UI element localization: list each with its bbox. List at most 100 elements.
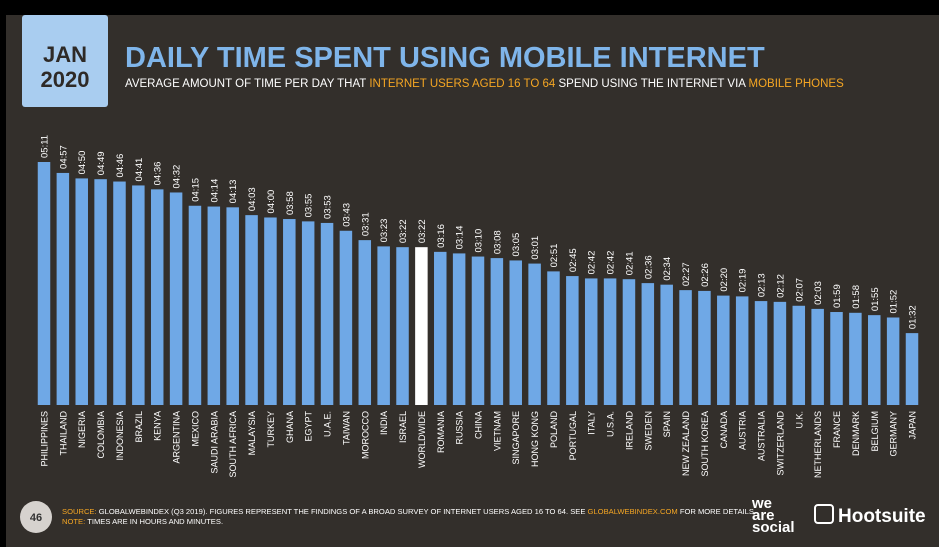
bar [150,189,164,405]
bar [56,172,70,405]
value-label: 02:19 [738,269,749,293]
category-label: TURKEY [266,411,276,448]
value-label: 01:55 [870,287,881,311]
category-label: INDONESIA [115,411,125,461]
bar [245,215,258,405]
value-label: 02:42 [606,251,617,275]
logo-are: are [752,507,775,524]
bar [132,185,145,405]
bar [37,162,51,405]
bar [754,301,768,405]
bar [735,296,749,405]
page-badge [20,501,52,533]
subtitle-part: AVERAGE AMOUNT OF TIME PER DAY THAT [125,78,369,90]
source-part: FOR MORE DETAILS. [678,507,756,516]
value-label: 01:58 [851,285,862,309]
value-label: 03:53 [323,195,334,219]
bar [358,240,372,405]
bar [811,308,824,405]
value-label: 03:08 [492,230,503,254]
value-label: 03:01 [530,236,541,260]
value-label: 03:22 [417,219,428,243]
category-label: PORTUGAL [568,411,578,460]
category-label: VIETNAM [492,411,502,451]
category-label: TAIWAN [341,411,351,445]
source: SOURCE: GLOBALWEBINDEX (Q3 2019). FIGURE… [62,507,756,516]
bar [584,278,598,405]
logo-we: we [751,495,772,512]
value-label: 02:12 [775,274,786,298]
value-label: 03:22 [398,219,409,243]
category-label: U.S.A. [606,411,616,437]
category-label: POLAND [549,411,559,449]
bar [75,178,88,405]
bar [169,192,183,405]
value-label: 04:13 [228,180,239,204]
bar [226,207,239,405]
bar [94,179,107,405]
source-part: SOURCE: [62,507,97,516]
category-label: NETHERLANDS [813,411,823,478]
category-label: KENYA [153,411,163,441]
category-label: BELGIUM [870,411,880,452]
value-label: 03:10 [474,229,485,253]
bar [452,253,466,405]
category-label: SOUTH KOREA [700,411,710,477]
category-label: U.A.E. [323,411,333,437]
subtitle-part: MOBILE PHONES [749,78,845,90]
logo-social: social [752,519,795,536]
bar [207,206,221,405]
hootsuite-icon [814,504,834,524]
subtitle-part: INTERNET USERS AGED 16 TO 64 [369,78,556,90]
category-label: GHANA [285,411,295,443]
note-part: NOTE: [62,517,85,526]
category-label: U.K. [794,411,804,429]
badge [22,15,108,107]
category-label: SWITZERLAND [775,411,785,476]
category-label: AUSTRIA [738,411,748,450]
category-label: BRAZIL [134,411,144,443]
value-label: 02:13 [757,273,768,297]
value-label: 05:11 [40,135,51,158]
value-label: 04:50 [77,151,88,175]
value-label: 02:34 [662,257,673,281]
category-label: HONG KONG [530,411,540,467]
badge-year: 2020 [41,67,90,92]
value-label: 03:16 [436,224,447,248]
category-label: AUSTRALIA [757,411,767,461]
category-label: ARGENTINA [172,411,182,464]
category-label: NIGERIA [77,411,87,448]
category-label: CANADA [719,411,729,449]
note: NOTE: TIMES ARE IN HOURS AND MINUTES. [62,517,223,526]
badge-month: JAN [43,42,87,67]
value-label: 04:41 [134,158,145,182]
bar [886,317,900,405]
category-label: MEXICO [190,411,200,447]
value-label: 02:45 [568,248,579,272]
value-label: 03:23 [379,219,390,243]
page-number: 46 [30,512,42,524]
bar [830,312,843,405]
category-label: INDIA [379,411,389,435]
category-label: SAUDI ARABIA [209,411,219,474]
value-label: 03:43 [341,203,352,227]
value-label: 03:05 [511,233,522,257]
bar [698,290,711,405]
bar [509,260,522,405]
bar [905,333,919,405]
value-label: 04:36 [153,162,164,186]
value-label: 01:52 [889,290,900,314]
bar [547,271,560,405]
category-label: COLOMBIA [96,411,106,459]
note-part: TIMES ARE IN HOURS AND MINUTES. [85,517,223,526]
bar [320,222,334,405]
bar [566,276,579,405]
value-label: 04:03 [247,187,258,211]
category-label: PHILIPPINES [40,411,50,467]
bar [283,219,296,405]
bar [396,247,409,405]
bar [434,251,447,405]
value-label: 04:46 [115,154,126,178]
